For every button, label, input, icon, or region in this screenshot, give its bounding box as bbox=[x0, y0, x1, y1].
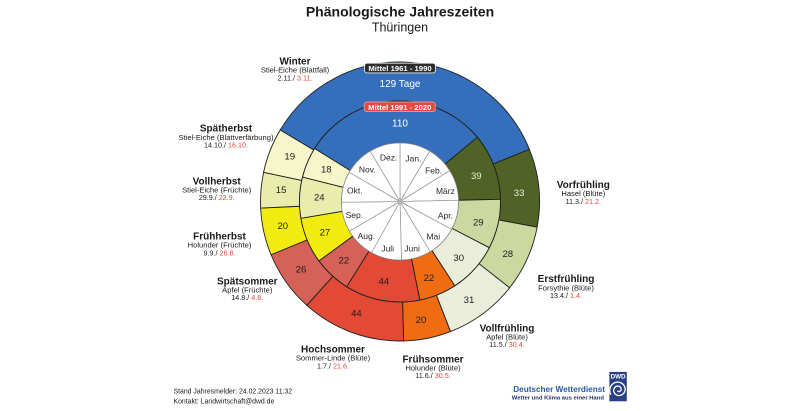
svg-text:22: 22 bbox=[424, 273, 435, 284]
svg-text:29.9./ 22.9.: 29.9./ 22.9. bbox=[199, 193, 235, 202]
svg-text:Phänologische Jahreszeiten: Phänologische Jahreszeiten bbox=[306, 4, 494, 20]
svg-text:Stiel-Eiche (Früchte): Stiel-Eiche (Früchte) bbox=[182, 186, 252, 195]
svg-text:März: März bbox=[436, 186, 455, 196]
svg-text:Juni: Juni bbox=[404, 244, 420, 254]
svg-text:Kontakt: Landwirtschaft@dwd.de: Kontakt: Landwirtschaft@dwd.de bbox=[174, 398, 275, 405]
svg-text:Nov.: Nov. bbox=[359, 165, 376, 175]
svg-text:Thüringen: Thüringen bbox=[372, 21, 428, 35]
svg-text:Winter: Winter bbox=[279, 57, 310, 68]
svg-text:Mittel 1991 - 2020: Mittel 1991 - 2020 bbox=[368, 103, 431, 112]
svg-text:Spätsommer: Spätsommer bbox=[217, 276, 278, 287]
svg-text:Erstfrühling: Erstfrühling bbox=[538, 274, 595, 285]
svg-text:11.3./ 21.2.: 11.3./ 21.2. bbox=[566, 197, 601, 206]
svg-text:Dez.: Dez. bbox=[380, 153, 397, 163]
svg-text:Wetter und Klima aus einer Han: Wetter und Klima aus einer Hand bbox=[512, 395, 605, 401]
svg-text:Apr.: Apr. bbox=[438, 210, 453, 220]
svg-text:Hasel (Blüte): Hasel (Blüte) bbox=[561, 189, 605, 198]
svg-text:Jan.: Jan. bbox=[405, 153, 421, 163]
svg-text:30: 30 bbox=[453, 253, 464, 264]
svg-text:Frühsommer: Frühsommer bbox=[402, 354, 463, 365]
svg-text:Stiel-Eiche (Blattfall): Stiel-Eiche (Blattfall) bbox=[261, 66, 330, 75]
svg-text:19: 19 bbox=[284, 152, 295, 163]
svg-text:Hochsommer: Hochsommer bbox=[301, 345, 365, 356]
svg-text:Juli: Juli bbox=[381, 244, 394, 254]
svg-text:39: 39 bbox=[471, 171, 482, 182]
svg-text:18: 18 bbox=[321, 165, 332, 176]
svg-text:33: 33 bbox=[514, 188, 525, 199]
svg-text:20: 20 bbox=[277, 221, 288, 232]
svg-text:14.10./ 16.10.: 14.10./ 16.10. bbox=[204, 140, 248, 149]
svg-text:110: 110 bbox=[392, 118, 408, 129]
svg-text:14.8./ 4.8.: 14.8./ 4.8. bbox=[231, 293, 263, 302]
svg-text:2.11./ 3.11.: 2.11./ 3.11. bbox=[278, 73, 313, 82]
svg-text:129 Tage: 129 Tage bbox=[380, 79, 421, 90]
svg-text:13.4./ 1.4.: 13.4./ 1.4. bbox=[550, 291, 582, 300]
svg-text:20: 20 bbox=[416, 315, 427, 326]
svg-text:Sommer-Linde (Blüte): Sommer-Linde (Blüte) bbox=[296, 354, 371, 363]
svg-text:Stiel-Eiche (Blattverfärbung): Stiel-Eiche (Blattverfärbung) bbox=[179, 133, 274, 142]
svg-text:Vollherbst: Vollherbst bbox=[193, 176, 242, 187]
svg-text:31: 31 bbox=[464, 295, 475, 306]
svg-text:Sep.: Sep. bbox=[346, 210, 364, 220]
svg-text:29: 29 bbox=[473, 217, 484, 228]
svg-text:Holunder (Früchte): Holunder (Früchte) bbox=[188, 241, 252, 250]
svg-text:15: 15 bbox=[276, 185, 287, 196]
svg-text:Forsythie (Blüte): Forsythie (Blüte) bbox=[538, 283, 594, 292]
svg-text:24: 24 bbox=[314, 193, 325, 204]
svg-text:DWD: DWD bbox=[611, 373, 626, 380]
svg-text:Okt.: Okt. bbox=[347, 186, 363, 196]
svg-text:Mai: Mai bbox=[426, 232, 440, 242]
svg-text:44: 44 bbox=[351, 309, 362, 320]
svg-text:22: 22 bbox=[338, 256, 349, 267]
svg-text:Vollfrühling: Vollfrühling bbox=[480, 323, 535, 334]
svg-text:27: 27 bbox=[320, 227, 331, 238]
svg-text:Aug.: Aug. bbox=[358, 231, 376, 241]
svg-text:Feb.: Feb. bbox=[425, 166, 442, 176]
svg-text:Spätherbst: Spätherbst bbox=[200, 124, 253, 135]
svg-text:26: 26 bbox=[296, 264, 307, 275]
svg-text:Äpfel (Früchte): Äpfel (Früchte) bbox=[222, 286, 273, 295]
svg-text:Frühherbst: Frühherbst bbox=[193, 232, 246, 243]
svg-text:Vorfrühling: Vorfrühling bbox=[557, 180, 610, 191]
svg-text:11.6./ 30.5.: 11.6./ 30.5. bbox=[415, 371, 450, 380]
svg-text:44: 44 bbox=[378, 277, 389, 288]
svg-text:9.9./ 26.8.: 9.9./ 26.8. bbox=[204, 248, 236, 257]
svg-text:Apfel (Blüte): Apfel (Blüte) bbox=[486, 333, 528, 342]
svg-text:11.5./ 30.4.: 11.5./ 30.4. bbox=[489, 340, 524, 349]
svg-text:Mittel 1961 - 1990: Mittel 1961 - 1990 bbox=[368, 64, 431, 73]
svg-text:Deutscher Wetterdienst: Deutscher Wetterdienst bbox=[513, 385, 605, 394]
svg-text:28: 28 bbox=[502, 249, 513, 260]
svg-text:Stand Jahresmelder: 24.02.2023: Stand Jahresmelder: 24.02.2023 11:32 bbox=[174, 388, 293, 395]
svg-text:1.7./ 21.6.: 1.7./ 21.6. bbox=[317, 361, 349, 370]
svg-text:Holunder (Blüte): Holunder (Blüte) bbox=[405, 364, 461, 373]
